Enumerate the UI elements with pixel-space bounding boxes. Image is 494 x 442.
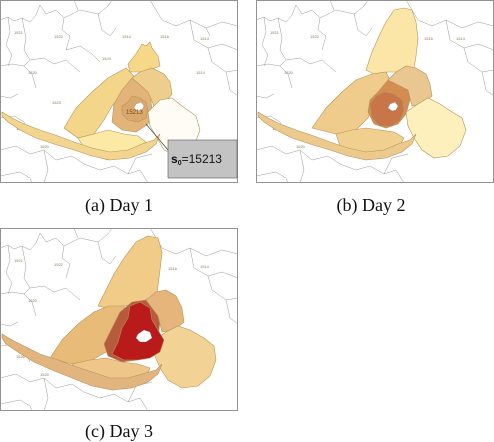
map-panel-day-2: 1521 1520 1522 1514 1526 1514 1516 1523 … <box>256 0 494 183</box>
seed-callout: s0=15213 <box>145 123 238 179</box>
svg-text:1522: 1522 <box>54 262 64 267</box>
seed-value-text: s0=15213 <box>171 152 222 167</box>
svg-text:1521: 1521 <box>14 30 24 35</box>
region-north <box>365 7 419 75</box>
region-east <box>153 325 217 389</box>
region-northeast <box>131 67 173 107</box>
caption-day-1: (a) Day 1 <box>85 195 153 215</box>
svg-text:1514: 1514 <box>200 36 210 41</box>
region-northeast <box>145 289 185 333</box>
pittsburgh-zip-regions: 15213 <box>1 41 201 161</box>
seed-region <box>369 91 405 127</box>
svg-text:1526: 1526 <box>16 354 26 359</box>
map-day-1: 1521 1520 1522 1516 1514 1526 1523 1524 … <box>0 0 238 183</box>
seed-callout-box <box>167 139 238 179</box>
seed-hole <box>135 329 153 343</box>
map-day-3: 1521 1520 1522 1514 1526 1514 1516 1523 … <box>0 228 238 411</box>
svg-text:1514: 1514 <box>196 70 206 75</box>
map-panel-day-3: 1521 1520 1522 1514 1526 1514 1516 1523 … <box>0 228 238 411</box>
region-east <box>405 97 467 159</box>
caption-day-3: (c) Day 3 <box>85 421 153 441</box>
svg-text:1521: 1521 <box>14 258 24 263</box>
svg-text:1524: 1524 <box>102 56 112 61</box>
svg-text:1520: 1520 <box>28 298 38 303</box>
seed-region <box>111 301 165 361</box>
svg-text:1514: 1514 <box>456 36 466 41</box>
svg-text:1521: 1521 <box>270 30 280 35</box>
map-day-2: 1521 1520 1522 1514 1526 1514 1516 1523 … <box>256 0 494 183</box>
caption-day-2: (b) Day 2 <box>336 195 406 215</box>
svg-text:1523: 1523 <box>52 100 62 105</box>
river-channel <box>257 111 417 161</box>
svg-text:1522: 1522 <box>54 34 64 39</box>
svg-text:1514: 1514 <box>200 264 210 269</box>
svg-text:1516: 1516 <box>168 266 178 271</box>
river-channel <box>1 333 163 391</box>
svg-text:1520: 1520 <box>28 70 38 75</box>
svg-text:1516: 1516 <box>160 34 170 39</box>
svg-text:1522: 1522 <box>310 34 320 39</box>
pittsburgh-zip-regions <box>1 235 217 391</box>
seed-zone-label: 15213 <box>126 110 143 116</box>
svg-text:1520: 1520 <box>296 144 306 149</box>
svg-text:1516: 1516 <box>424 36 434 41</box>
seed-hole <box>387 101 399 112</box>
svg-text:1514: 1514 <box>122 34 132 39</box>
map-panel-day-1: 1521 1520 1522 1516 1514 1526 1523 1524 … <box>0 0 238 183</box>
svg-text:1520: 1520 <box>40 144 50 149</box>
river-channel <box>1 111 161 161</box>
pittsburgh-zip-regions <box>257 7 467 161</box>
region-north <box>127 41 161 73</box>
district-boundaries <box>0 228 238 411</box>
seed-hole <box>133 101 145 112</box>
region-northeast <box>387 65 433 107</box>
svg-text:1520: 1520 <box>40 372 50 377</box>
svg-text:1520: 1520 <box>284 70 294 75</box>
